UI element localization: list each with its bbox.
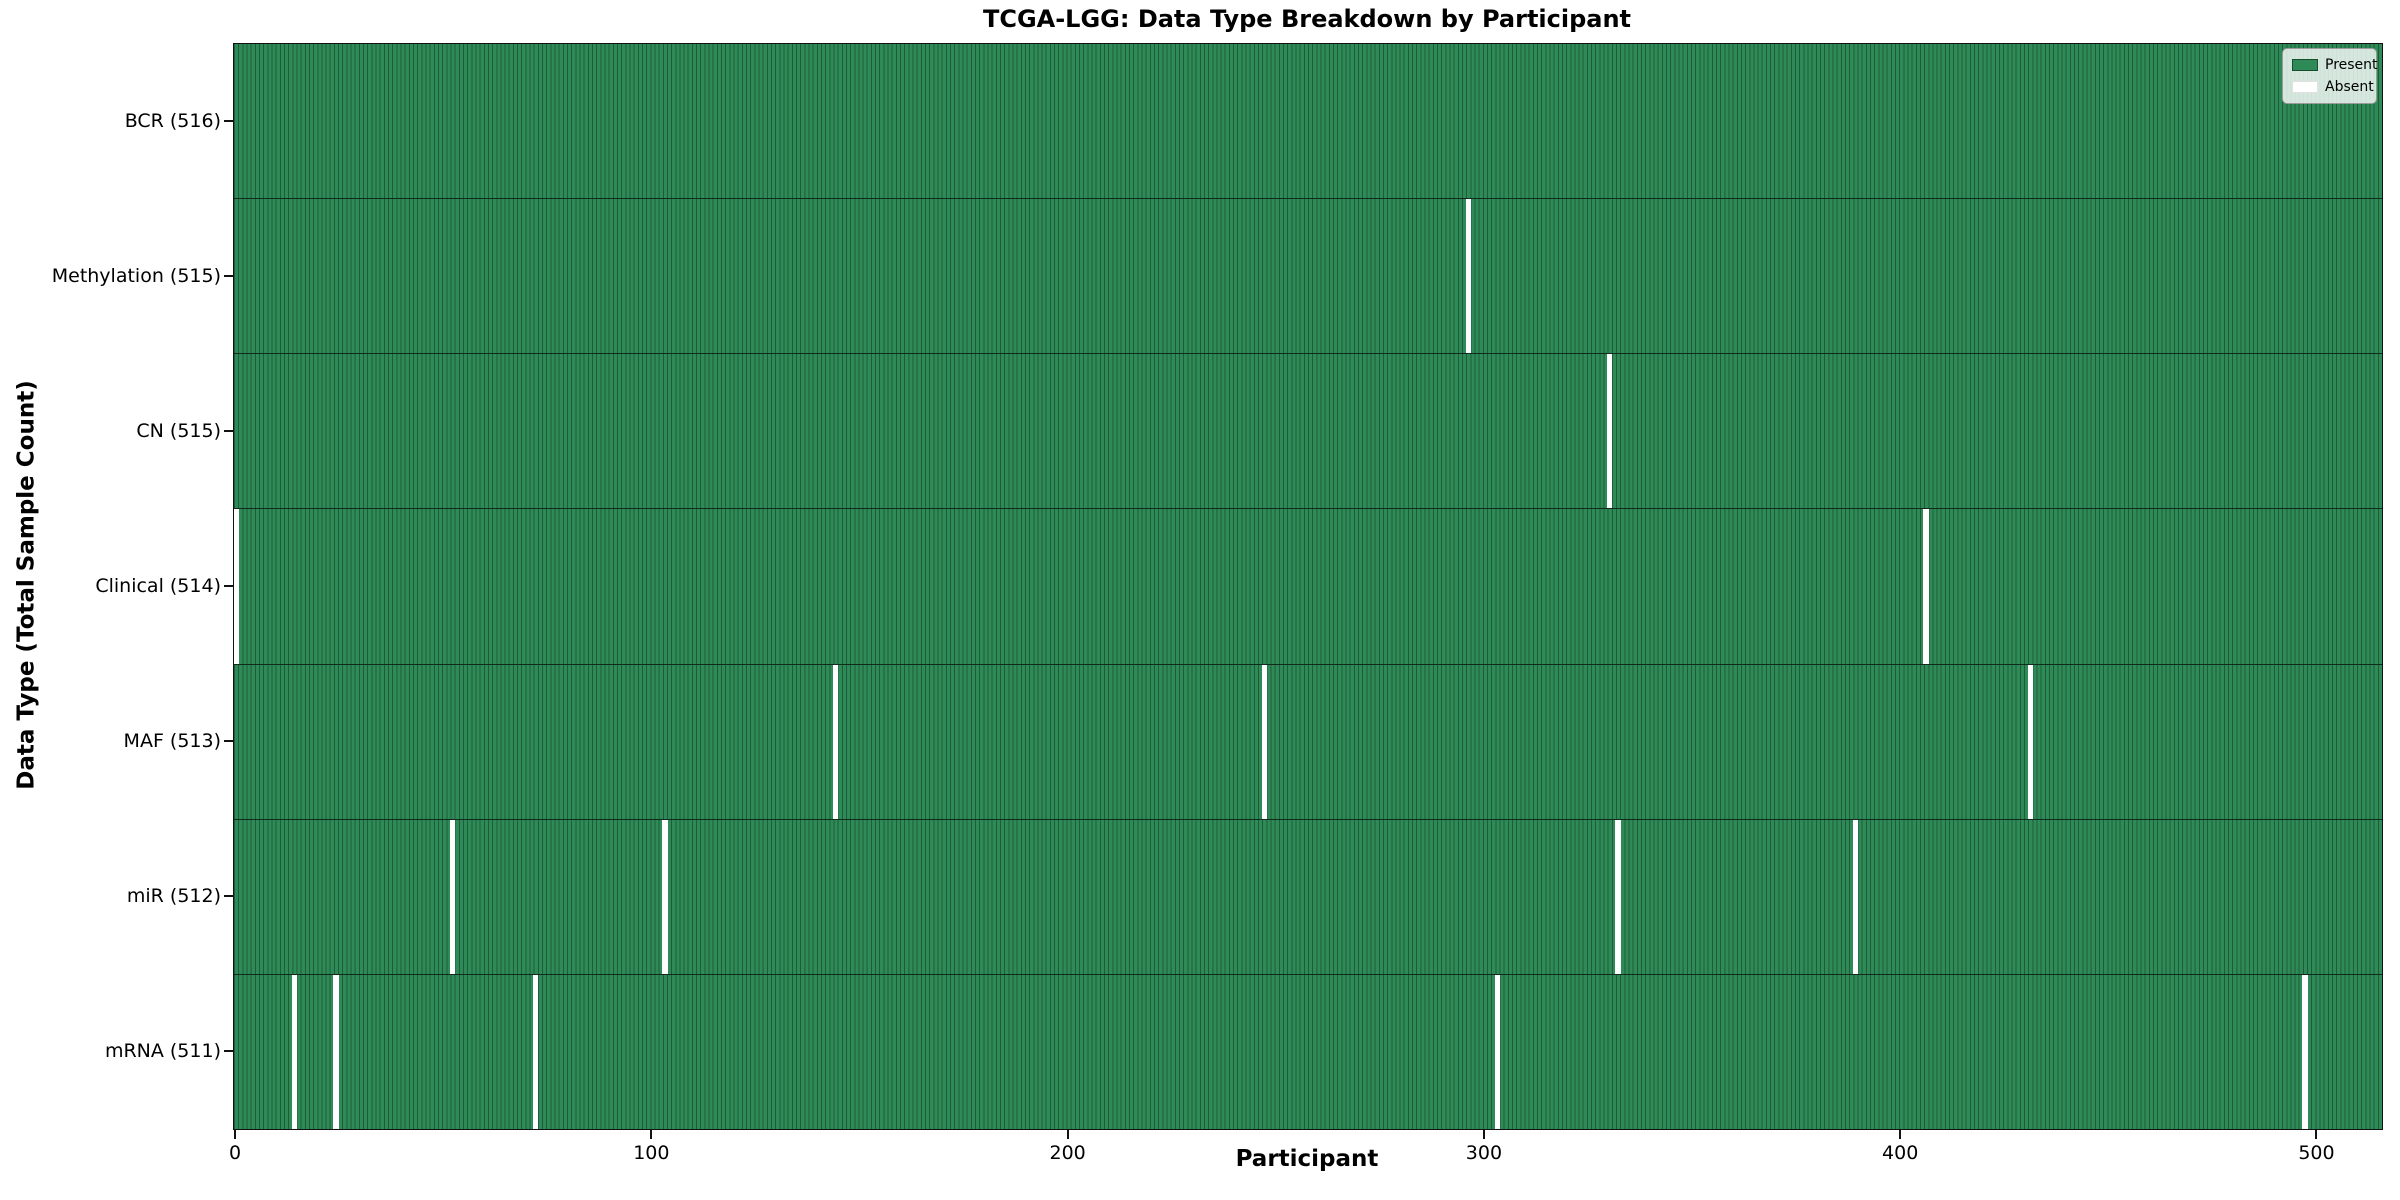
legend-entry-absent: Absent	[2292, 79, 2374, 95]
present-swatch-icon	[2292, 59, 2318, 71]
absent-gap	[2027, 664, 2033, 819]
plot-area	[233, 43, 2383, 1130]
absent-gap	[662, 819, 668, 974]
absent-gap	[291, 974, 298, 1129]
x-tick-label: 400	[1882, 1142, 1919, 1164]
x-tick-mark	[234, 1130, 237, 1139]
y-tick-mark	[224, 894, 233, 897]
chart-row-Methylation	[234, 199, 2382, 355]
absent-gap	[234, 509, 240, 664]
chart-row-CN	[234, 354, 2382, 510]
x-tick-label: 500	[2298, 1142, 2335, 1164]
chart-row-miR	[234, 819, 2382, 975]
y-tick-label: CN (515)	[136, 419, 221, 442]
absent-gap	[1607, 354, 1613, 509]
y-tick-label: BCR (516)	[124, 109, 221, 132]
chart-row-Clinical	[234, 509, 2382, 665]
absent-swatch-icon	[2292, 81, 2318, 93]
x-tick-mark	[1066, 1130, 1069, 1139]
y-tick-mark	[224, 584, 233, 587]
x-tick-label: 300	[1465, 1142, 1503, 1164]
x-tick-mark	[1482, 1130, 1485, 1139]
x-tick-mark	[1899, 1130, 1902, 1139]
absent-gap	[533, 974, 539, 1129]
absent-gap	[333, 974, 339, 1129]
y-tick-label: miR (512)	[126, 884, 221, 907]
x-tick-mark	[650, 1130, 653, 1139]
y-tick-label: Methylation (515)	[51, 264, 221, 287]
legend-entry-present: Present	[2292, 57, 2378, 73]
legend: Present Absent	[2282, 48, 2378, 104]
legend-label: Absent	[2325, 79, 2374, 95]
absent-gap	[832, 664, 839, 819]
chart-row-BCR	[234, 44, 2382, 200]
absent-gap	[2302, 974, 2308, 1129]
absent-gap	[1852, 819, 1859, 974]
y-tick-label: MAF (513)	[123, 729, 221, 752]
y-tick-mark	[224, 119, 233, 122]
y-tick-mark	[224, 739, 233, 742]
absent-gap	[1923, 509, 1929, 664]
absent-gap	[449, 819, 456, 974]
chart-title: TCGA-LGG: Data Type Breakdown by Partici…	[982, 5, 1632, 33]
y-tick-mark	[224, 1049, 233, 1052]
absent-gap	[1261, 664, 1267, 819]
x-tick-mark	[2315, 1130, 2318, 1139]
chart-row-MAF	[234, 664, 2382, 820]
x-axis-title: Participant	[1235, 1146, 1379, 1172]
absent-gap	[1494, 974, 1501, 1129]
y-tick-mark	[224, 274, 233, 277]
x-tick-label: 0	[229, 1142, 242, 1164]
absent-gap	[1465, 199, 1471, 354]
y-tick-label: Clinical (514)	[95, 574, 221, 597]
y-tick-label: mRNA (511)	[104, 1039, 221, 1062]
y-tick-mark	[224, 429, 233, 432]
absent-gap	[1615, 819, 1621, 974]
chart-row-mRNA	[234, 974, 2382, 1129]
x-tick-label: 200	[1049, 1142, 1086, 1164]
x-tick-label: 100	[633, 1142, 670, 1164]
legend-label: Present	[2325, 57, 2378, 73]
